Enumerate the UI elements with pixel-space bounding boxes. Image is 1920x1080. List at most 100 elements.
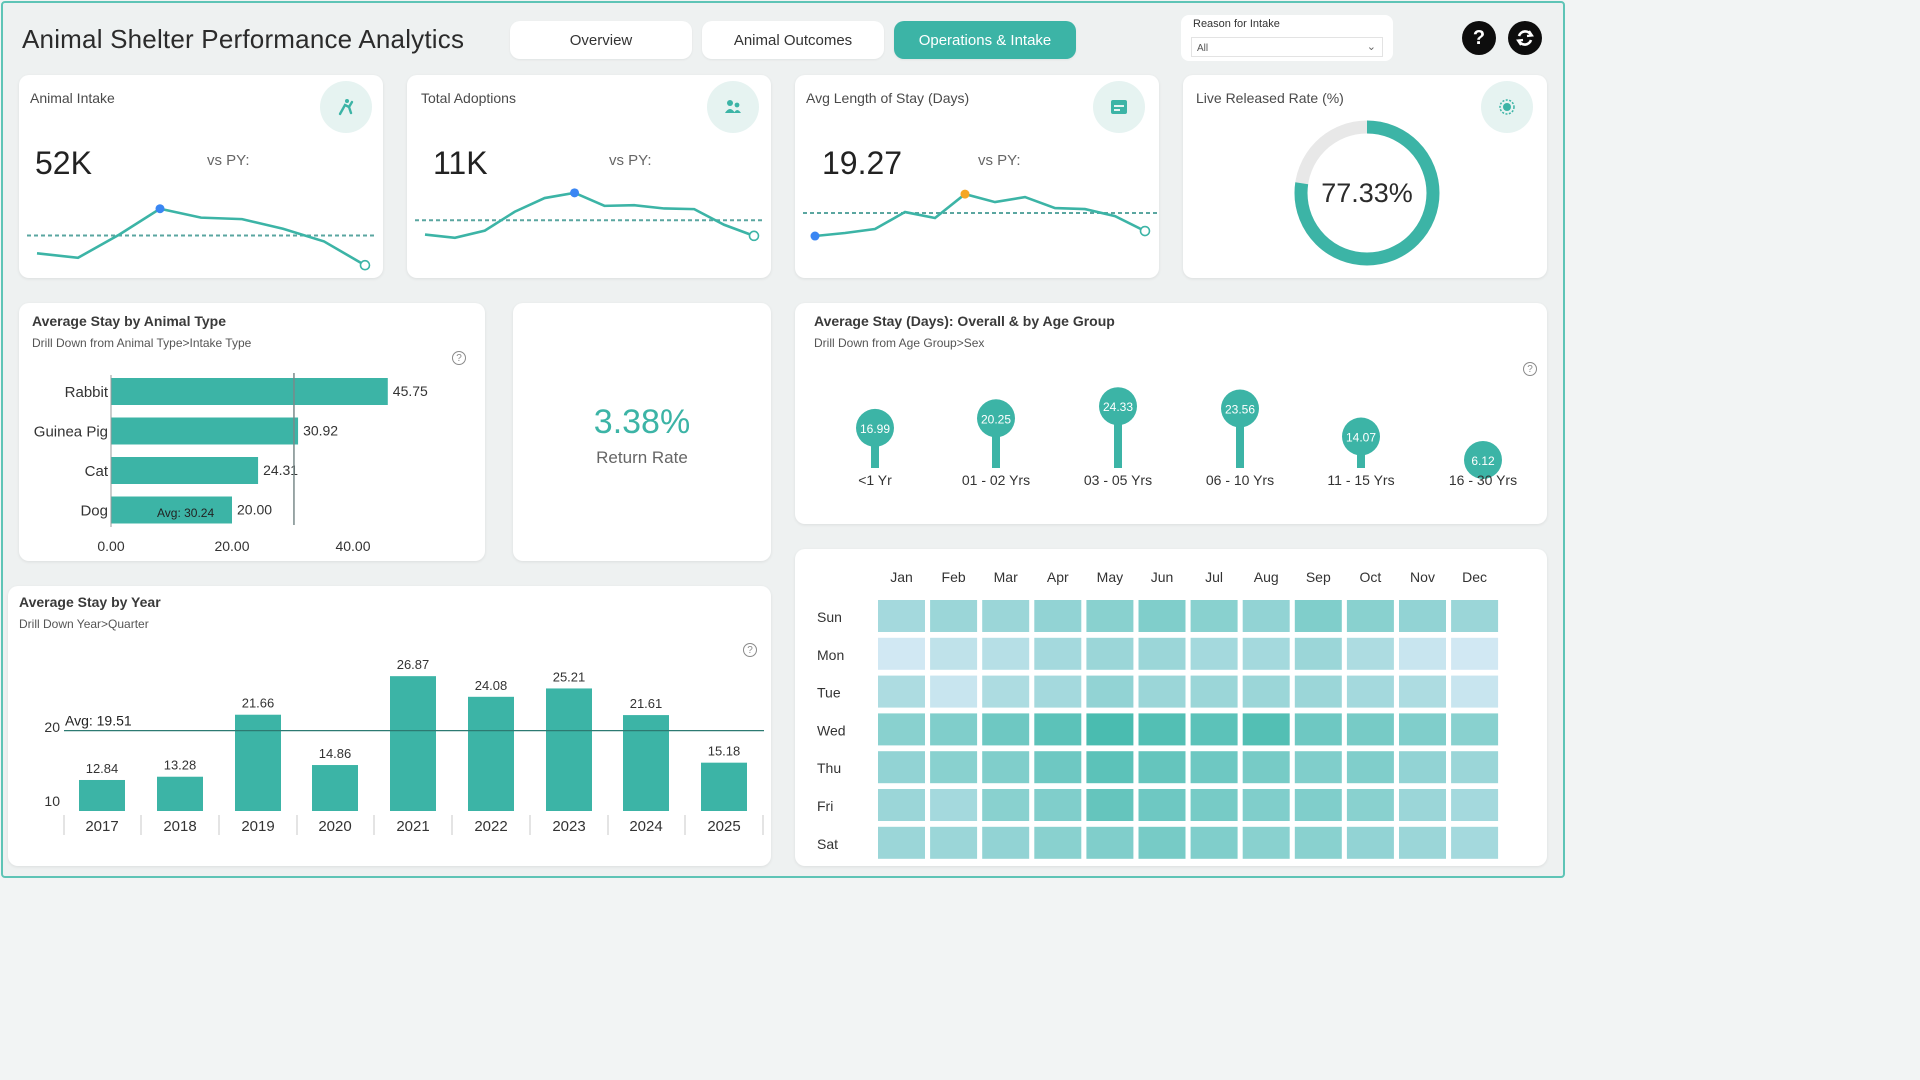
end-point: [748, 230, 760, 242]
target-icon: [1481, 81, 1533, 133]
chart-caption: Drill Down from Age Group>Sex: [814, 336, 985, 350]
lollipop-head: [1099, 387, 1137, 426]
animal-icon: [320, 81, 372, 133]
end-point: [359, 259, 371, 271]
tab-overview[interactable]: Overview: [510, 21, 692, 59]
slicer-dropdown[interactable]: All ⌄: [1191, 37, 1383, 57]
heatmap-cell: [1346, 789, 1394, 821]
average-label: Avg: 19.51: [65, 713, 132, 729]
heatmap-cell: [1399, 826, 1446, 859]
x-tick-label: 2022: [474, 818, 507, 835]
month-label: Nov: [1410, 569, 1435, 585]
kpi-label: Total Adoptions: [421, 90, 516, 106]
bar: [312, 765, 358, 811]
heatmap-cell: [982, 826, 1030, 859]
heatmap-cell: [930, 637, 978, 670]
slicer-value: All: [1197, 43, 1209, 54]
heatmap-cell: [1294, 826, 1342, 859]
heatmap-cell: [1346, 637, 1394, 670]
heatmap-cell: [1190, 637, 1238, 670]
heatmap-cell: [1346, 826, 1394, 859]
tab-animal-outcomes[interactable]: Animal Outcomes: [702, 21, 884, 59]
category-label: Guinea Pig: [34, 424, 108, 441]
page-title: Animal Shelter Performance Analytics: [22, 24, 465, 54]
heatmap-cell: [1242, 713, 1290, 746]
category-label: Cat: [85, 463, 109, 480]
help-icon[interactable]: ?: [743, 643, 757, 657]
category-label: <1 Yr: [858, 472, 892, 488]
month-label: Apr: [1047, 569, 1069, 585]
x-tick-label: 2019: [241, 818, 274, 835]
return-rate-label: Return Rate: [596, 448, 688, 467]
heatmap-cell: [1086, 675, 1134, 708]
month-label: Jun: [1151, 569, 1174, 585]
heatmap-cell: [1399, 675, 1446, 708]
bar: [468, 696, 514, 811]
x-tick-label: 2020: [318, 818, 351, 835]
day-label: Wed: [817, 722, 846, 738]
reason-for-intake-slicer: Reason for Intake All ⌄: [1181, 15, 1393, 61]
bar: [111, 457, 259, 484]
kpi-value: 52K: [35, 145, 92, 181]
stay-by-year-card: Average Stay by Year Drill Down Year>Qua…: [8, 586, 771, 866]
bar: [623, 715, 669, 811]
kpi-label: Avg Length of Stay (Days): [806, 90, 970, 106]
heatmap-cell: [1294, 600, 1342, 632]
bar: [157, 776, 203, 811]
kpi-card-length-of-stay: Avg Length of Stay (Days) 19.27 vs PY:: [795, 75, 1159, 278]
help-icon[interactable]: ?: [1523, 362, 1537, 376]
chevron-down-icon: ⌄: [1366, 41, 1376, 53]
heatmap-cell: [982, 637, 1030, 670]
heatmap-cell: [1138, 826, 1186, 859]
data-label: 13.28: [164, 758, 197, 773]
data-label: 24.08: [475, 678, 508, 693]
start-point: [810, 231, 820, 241]
heatmap-cell: [930, 789, 978, 821]
stay-by-year-chart: 10 20 12.84 2017 13.28 2018 21.66 2019 14.86 2020…: [44, 657, 764, 835]
bar: [546, 688, 592, 811]
help-icon[interactable]: ?: [452, 351, 466, 365]
x-tick-label: 0.00: [97, 538, 124, 554]
data-label: 21.66: [242, 696, 275, 711]
chart-caption: Drill Down Year>Quarter: [19, 617, 149, 631]
heatmap-cell: [1034, 675, 1082, 708]
intake-sparkline: [27, 204, 374, 271]
tab-operations-intake[interactable]: Operations & Intake: [894, 21, 1076, 59]
heatmap-cell: [930, 600, 978, 632]
month-label: Aug: [1254, 569, 1279, 585]
month-label: Dec: [1462, 569, 1487, 585]
people-icon: [707, 81, 759, 133]
heatmap-cell: [1451, 826, 1499, 859]
data-label: 14.07: [1346, 430, 1376, 444]
heatmap-cell: [1138, 637, 1186, 670]
heatmap-card: Jan Feb Mar Apr May Jun Jul Aug Sep Oct Nov Dec Sun M…: [795, 549, 1547, 866]
month-label: Oct: [1360, 569, 1382, 585]
heatmap-cell: [982, 713, 1030, 746]
month-label: May: [1097, 569, 1123, 585]
x-tick-label: 2023: [552, 818, 585, 835]
data-label: 20.25: [981, 412, 1011, 426]
bar: [79, 779, 125, 811]
x-tick-label: 2025: [707, 818, 740, 835]
heatmap-cell: [1399, 637, 1446, 670]
kpi-vs-label: vs PY:: [978, 152, 1021, 169]
question-icon[interactable]: ?: [1462, 21, 1496, 55]
heatmap-cell: [982, 751, 1030, 784]
day-label: Fri: [817, 798, 833, 814]
heatmap-cell: [1399, 713, 1446, 746]
highlight-point: [960, 189, 970, 199]
x-tick-label: 2017: [85, 818, 118, 835]
data-label: 23.56: [1225, 402, 1255, 416]
heatmap-cell: [878, 789, 925, 821]
data-label: 16.99: [860, 422, 890, 436]
heatmap-cell: [1242, 675, 1290, 708]
month-label: Sep: [1306, 569, 1331, 585]
heatmap-cell: [1086, 713, 1134, 746]
data-label: 12.84: [86, 761, 119, 776]
heatmap-cell: [1346, 751, 1394, 784]
heatmap-cell: [1242, 826, 1290, 859]
sparkline-series: [36, 207, 366, 267]
age-group-card: Average Stay (Days): Overall & by Age Gr…: [795, 303, 1547, 524]
heatmap-cell: [1451, 637, 1499, 670]
refresh-icon[interactable]: [1508, 21, 1542, 55]
